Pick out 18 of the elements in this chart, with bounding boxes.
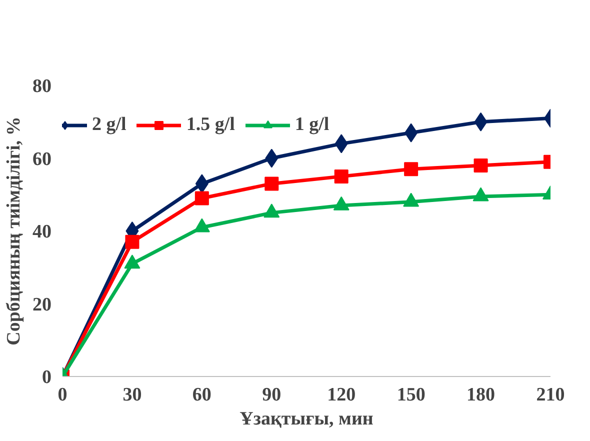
y-tick-label: 40 <box>32 222 52 242</box>
y-tick-label: 0 <box>42 367 52 388</box>
legend-label: 1.5 g/l <box>186 114 235 136</box>
y-tick-label: 20 <box>32 294 52 316</box>
x-axis-title: Ұзақтығы, мин <box>240 408 374 430</box>
y-tick-label: 60 <box>32 148 52 170</box>
x-tick-label: 0 <box>58 384 68 406</box>
y-tick-label: 80 <box>32 76 52 97</box>
x-tick-label: 90 <box>262 384 282 406</box>
x-tick-label: 30 <box>122 384 142 406</box>
x-tick-label: 210 <box>536 384 565 406</box>
x-tick-label: 60 <box>192 384 212 406</box>
y-axis-title: Сорбцияның тиімділігі, % <box>4 116 24 346</box>
legend-label: 1 g/l <box>294 114 330 136</box>
x-tick-label: 150 <box>396 384 426 406</box>
x-tick-label: 180 <box>466 384 496 406</box>
legend-label: 2 g/l <box>92 114 126 136</box>
x-tick-label: 120 <box>327 384 356 406</box>
